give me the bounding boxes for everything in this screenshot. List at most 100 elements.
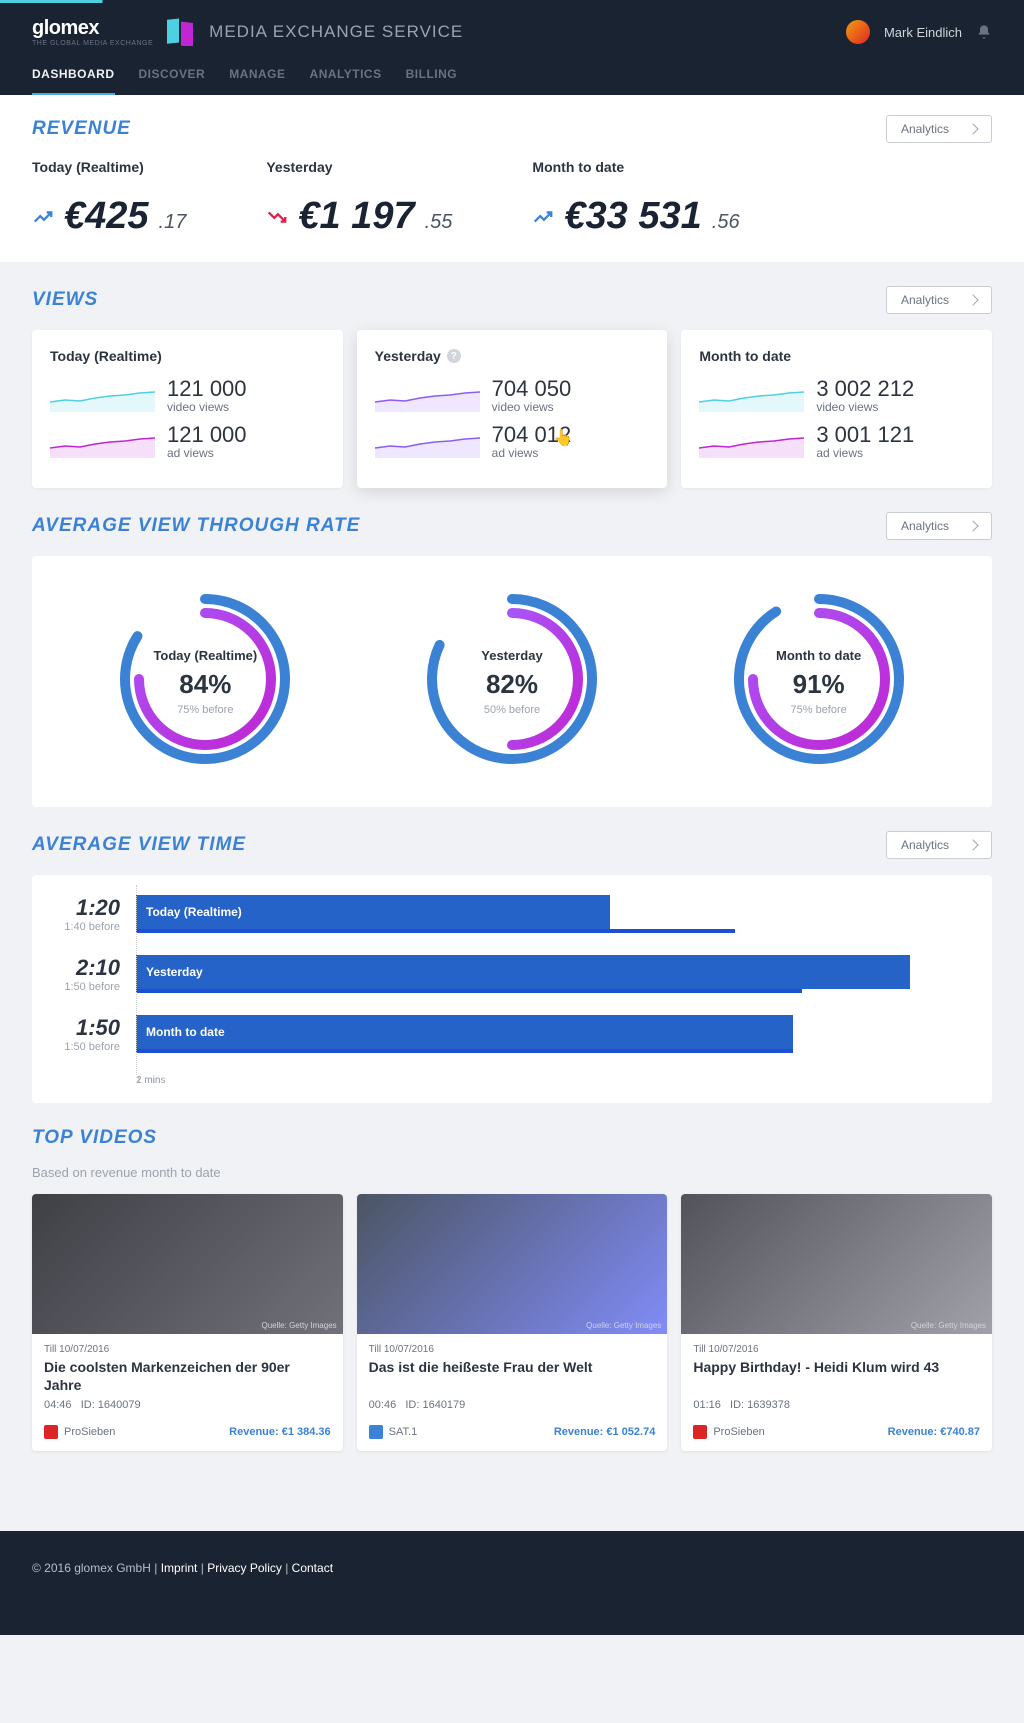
nav-dashboard[interactable]: DASHBOARD [32, 57, 115, 95]
top-subtitle: Based on revenue month to date [32, 1165, 992, 1180]
logo-subtext: THE GLOBAL MEDIA EXCHANGE [32, 40, 153, 47]
revenue-value: €425 [64, 195, 149, 238]
trend-down-icon [266, 206, 288, 228]
avt-gridline [136, 885, 137, 1075]
views-card[interactable]: Today (Realtime) 121 000 video views 121… [32, 330, 343, 488]
revenue-item: Month to date €33 531.56 [532, 159, 739, 238]
trend-up-icon [532, 206, 554, 228]
video-title: Happy Birthday! - Heidi Klum wird 43 [693, 1359, 980, 1395]
logo-icon [165, 18, 197, 46]
revenue-decimal: .56 [712, 211, 740, 234]
video-card[interactable]: Quelle: Getty Images Till 10/07/2016 Das… [357, 1194, 668, 1451]
analytics-button-avt[interactable]: Analytics [886, 831, 992, 859]
video-card[interactable]: Quelle: Getty Images Till 10/07/2016 Die… [32, 1194, 343, 1451]
analytics-label: Analytics [901, 838, 949, 852]
video-revenue: Revenue: €740.87 [888, 1426, 980, 1438]
avatar[interactable] [846, 20, 870, 44]
gauge-pct: 91% [776, 669, 861, 700]
chevron-right-icon [967, 839, 978, 850]
video-channel: SAT.1 [369, 1425, 418, 1439]
gauge: Month to date 91% 75% before [714, 584, 924, 779]
video-views-label: video views [492, 400, 572, 414]
video-till: Till 10/07/2016 [369, 1344, 656, 1355]
gauge-pct: 82% [481, 669, 542, 700]
card-title: Yesterday? [375, 348, 650, 364]
video-till: Till 10/07/2016 [44, 1344, 331, 1355]
channel-logo-icon [693, 1425, 707, 1439]
nav-manage[interactable]: MANAGE [229, 57, 285, 95]
sparkline [50, 426, 155, 458]
chevron-right-icon [967, 520, 978, 531]
ad-views-label: ad views [167, 446, 247, 460]
video-title: Das ist die heißeste Frau der Welt [369, 1359, 656, 1395]
bell-icon[interactable] [976, 24, 992, 40]
footer-link-contact[interactable]: Contact [292, 1561, 333, 1575]
gauge-label: Yesterday [481, 648, 542, 663]
analytics-button-views[interactable]: Analytics [886, 286, 992, 314]
revenue-decimal: .55 [425, 211, 453, 234]
revenue-value: €33 531 [564, 195, 701, 238]
thumb-credit: Quelle: Getty Images [262, 1321, 337, 1330]
sparkline [375, 426, 480, 458]
footer-link-privacy-policy[interactable]: Privacy Policy [207, 1561, 282, 1575]
video-thumbnail: Quelle: Getty Images [32, 1194, 343, 1334]
video-card[interactable]: Quelle: Getty Images Till 10/07/2016 Hap… [681, 1194, 992, 1451]
avt-row: 1:20 1:40 before Today (Realtime) [56, 895, 968, 933]
avt-tick: 2 mins [136, 1075, 165, 1086]
video-views-value: 121 000 [167, 378, 247, 400]
video-views-label: video views [816, 400, 914, 414]
top-title: TOP VIDEOS [32, 1127, 157, 1149]
logo-text: glomex [32, 17, 153, 40]
video-channel: ProSieben [693, 1425, 764, 1439]
user-area: Mark Eindlich [846, 20, 992, 44]
sparkline [699, 426, 804, 458]
nav-analytics[interactable]: ANALYTICS [310, 57, 382, 95]
avt-time: 2:10 [56, 955, 120, 981]
analytics-button-revenue[interactable]: Analytics [886, 115, 992, 143]
logo-area: glomex THE GLOBAL MEDIA EXCHANGE MEDIA E… [32, 17, 463, 47]
video-meta: 00:46 ID: 1640179 [369, 1399, 656, 1411]
card-title: Today (Realtime) [50, 348, 325, 364]
thumb-credit: Quelle: Getty Images [586, 1321, 661, 1330]
channel-logo-icon [369, 1425, 383, 1439]
video-till: Till 10/07/2016 [693, 1344, 980, 1355]
avt-bar: Today (Realtime) [136, 895, 610, 929]
avt-row: 1:50 1:50 before Month to date [56, 1015, 968, 1053]
analytics-label: Analytics [901, 519, 949, 533]
avt-bar: Yesterday [136, 955, 910, 989]
revenue-value: €1 197 [298, 195, 414, 238]
views-card[interactable]: Month to date 3 002 212 video views 3 00… [681, 330, 992, 488]
analytics-button-vtr[interactable]: Analytics [886, 512, 992, 540]
chevron-right-icon [967, 294, 978, 305]
channel-logo-icon [44, 1425, 58, 1439]
avt-row: 2:10 1:50 before Yesterday [56, 955, 968, 993]
avt-before: 1:40 before [56, 921, 120, 933]
gauge: Yesterday 82% 50% before [407, 584, 617, 779]
nav-discover[interactable]: DISCOVER [139, 57, 206, 95]
revenue-label: Today (Realtime) [32, 159, 186, 175]
revenue-label: Yesterday [266, 159, 452, 175]
gauge: Today (Realtime) 84% 75% before [100, 584, 310, 779]
footer-link-imprint[interactable]: Imprint [161, 1561, 198, 1575]
video-revenue: Revenue: €1 384.36 [229, 1426, 331, 1438]
avt-bar-before [136, 929, 735, 933]
sparkline [375, 380, 480, 412]
views-card[interactable]: Yesterday? 704 050 video views 704 012 a… [357, 330, 668, 488]
revenue-title: REVENUE [32, 118, 131, 140]
gauge-before: 75% before [776, 704, 861, 716]
cursor-icon: 👆 [553, 428, 573, 448]
avt-bar-before [136, 1049, 793, 1053]
username[interactable]: Mark Eindlich [884, 25, 962, 40]
nav-billing[interactable]: BILLING [406, 57, 458, 95]
help-icon[interactable]: ? [447, 349, 461, 363]
video-thumbnail: Quelle: Getty Images [681, 1194, 992, 1334]
footer: © 2016 glomex GmbH | Imprint | Privacy P… [0, 1531, 1024, 1635]
video-revenue: Revenue: €1 052.74 [554, 1426, 656, 1438]
sparkline [50, 380, 155, 412]
sparkline [699, 380, 804, 412]
video-title: Die coolsten Markenzeichen der 90er Jahr… [44, 1359, 331, 1395]
ad-views-label: ad views [492, 446, 572, 460]
analytics-label: Analytics [901, 293, 949, 307]
avt-bar-before [136, 989, 802, 993]
video-meta: 04:46 ID: 1640079 [44, 1399, 331, 1411]
